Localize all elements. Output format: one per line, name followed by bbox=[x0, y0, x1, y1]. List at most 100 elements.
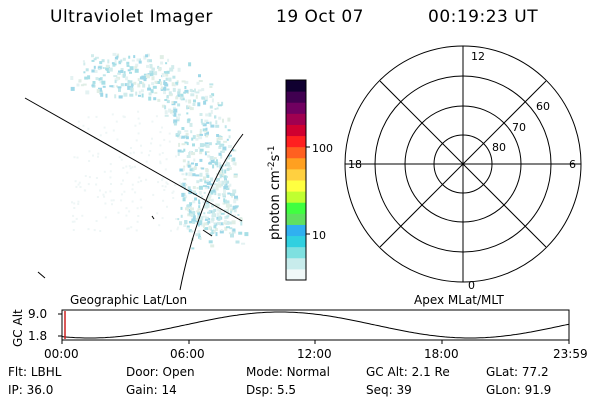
emission-pixel bbox=[182, 96, 185, 100]
emission-pixel bbox=[212, 189, 216, 193]
emission-pixel bbox=[188, 172, 193, 177]
emission-pixel bbox=[189, 202, 193, 206]
emission-pixel bbox=[156, 81, 160, 84]
emission-pixel bbox=[223, 175, 227, 179]
emission-pixel bbox=[198, 190, 202, 194]
mlt-label-12: 12 bbox=[471, 50, 485, 63]
emission-pixel bbox=[216, 134, 220, 137]
emission-pixel bbox=[173, 122, 177, 126]
emission-pixel bbox=[117, 72, 121, 75]
emission-pixel bbox=[230, 233, 234, 238]
emission-pixel bbox=[127, 227, 130, 230]
emission-pixel bbox=[205, 144, 210, 148]
emission-pixel bbox=[147, 53, 150, 57]
emission-pixel bbox=[192, 103, 196, 106]
emission-pixel bbox=[83, 62, 86, 66]
colorbar-swatch bbox=[286, 268, 306, 281]
emission-pixel bbox=[184, 195, 188, 199]
emission-pixel bbox=[212, 164, 215, 169]
emission-pixel bbox=[199, 172, 203, 177]
emission-pixel bbox=[205, 127, 208, 131]
emission-pixel bbox=[214, 115, 217, 119]
emission-pixel bbox=[175, 218, 178, 220]
emission-pixel bbox=[234, 162, 237, 166]
emission-pixel bbox=[109, 163, 112, 166]
emission-pixel bbox=[226, 138, 229, 141]
emission-pixel bbox=[154, 91, 158, 94]
colorbar bbox=[286, 80, 306, 281]
emission-pixel bbox=[166, 182, 169, 185]
emission-pixel bbox=[124, 83, 128, 87]
emission-pixel bbox=[226, 185, 228, 188]
emission-pixel bbox=[156, 212, 159, 215]
emission-pixel bbox=[191, 167, 195, 172]
emission-pixel bbox=[212, 212, 215, 216]
mlt-label-6: 6 bbox=[569, 158, 576, 171]
emission-pixel bbox=[222, 118, 224, 123]
status-glon: GLon: 91.9 bbox=[486, 383, 552, 397]
emission-pixel bbox=[138, 60, 142, 64]
emission-pixel bbox=[134, 65, 138, 69]
emission-pixel bbox=[98, 87, 102, 92]
emission-pixel bbox=[206, 222, 209, 226]
emission-pixel bbox=[128, 210, 131, 213]
emission-pixel bbox=[215, 143, 218, 145]
emission-pixel bbox=[195, 137, 199, 141]
emission-pixel bbox=[225, 162, 230, 167]
emission-pixel bbox=[228, 154, 232, 157]
emission-pixel bbox=[126, 64, 130, 67]
emission-pixel bbox=[233, 174, 238, 178]
emission-pixel bbox=[138, 176, 141, 179]
emission-pixel bbox=[183, 148, 186, 152]
colorbar-swatch bbox=[286, 235, 306, 248]
emission-pixel bbox=[237, 214, 240, 216]
emission-pixel bbox=[97, 66, 102, 70]
emission-pixel bbox=[164, 185, 167, 188]
emission-pixel bbox=[118, 61, 121, 64]
emission-pixel bbox=[177, 91, 181, 95]
emission-pixel bbox=[196, 134, 200, 137]
emission-pixel bbox=[148, 84, 151, 89]
emission-pixel bbox=[91, 59, 95, 62]
emission-pixel bbox=[111, 113, 114, 116]
emission-pixel bbox=[230, 210, 233, 214]
emission-pixel bbox=[200, 216, 204, 221]
emission-pixel bbox=[115, 120, 118, 123]
emission-pixel bbox=[194, 197, 198, 201]
emission-pixel bbox=[185, 172, 188, 176]
emission-pixel bbox=[199, 158, 203, 162]
emission-pixel bbox=[180, 135, 185, 139]
emission-pixel bbox=[234, 205, 239, 208]
emission-pixel bbox=[210, 124, 215, 128]
emission-pixel bbox=[224, 215, 229, 219]
emission-pixel bbox=[221, 149, 225, 153]
emission-pixel bbox=[232, 189, 237, 194]
emission-pixel bbox=[159, 55, 164, 60]
emission-pixel bbox=[182, 197, 186, 202]
emission-pixel bbox=[134, 165, 136, 168]
emission-pixel bbox=[227, 212, 230, 216]
emission-pixel bbox=[216, 212, 220, 217]
emission-pixel bbox=[111, 62, 115, 65]
emission-pixel bbox=[178, 115, 180, 118]
emission-pixel bbox=[70, 86, 75, 91]
emission-pixel bbox=[146, 59, 149, 63]
emission-pixel bbox=[178, 130, 182, 134]
emission-pixel bbox=[139, 76, 144, 80]
emission-pixel bbox=[97, 155, 99, 158]
emission-pixel bbox=[163, 189, 166, 191]
emission-pixel bbox=[116, 55, 119, 59]
colorbar-swatch bbox=[286, 257, 306, 270]
emission-pixel bbox=[218, 196, 221, 199]
emission-pixel bbox=[185, 99, 188, 103]
emission-pixel bbox=[200, 118, 203, 123]
status-glat: GLat: 77.2 bbox=[486, 365, 549, 379]
emission-pixel bbox=[153, 97, 157, 101]
emission-pixel bbox=[214, 191, 217, 196]
emission-pixel bbox=[219, 144, 224, 147]
emission-pixel bbox=[168, 77, 172, 82]
emission-pixel bbox=[188, 152, 191, 155]
emission-pixel bbox=[205, 95, 208, 100]
emission-pixel bbox=[220, 154, 223, 159]
emission-pixel bbox=[92, 154, 94, 157]
